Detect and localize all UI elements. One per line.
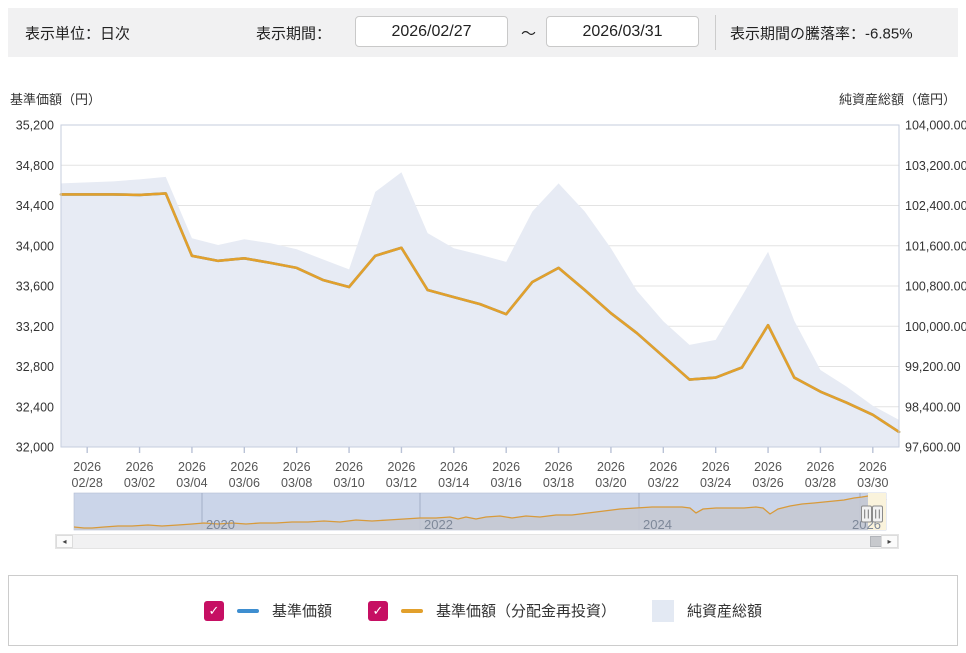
navigator-line [73,495,887,529]
check-icon: ✓ [208,602,220,618]
svg-text:2026: 2026 [388,460,416,474]
svg-text:03/18: 03/18 [543,476,574,490]
period-tilde: ～ [521,25,537,42]
svg-text:2026: 2026 [126,460,154,474]
svg-text:2026: 2026 [545,460,573,474]
svg-text:2026: 2026 [230,460,258,474]
plot-border [60,124,900,448]
period-change-rate: 表示期間の騰落率：-6.85% [730,25,913,42]
svg-text:03/06: 03/06 [229,476,260,490]
svg-text:03/04: 03/04 [176,476,207,490]
net-assets-swatch [652,599,674,622]
navigator[interactable]: 2020 2022 2024 2026 [73,492,887,532]
svg-text:33,600: 33,600 [16,280,54,294]
svg-text:32,000: 32,000 [16,441,54,455]
reinvest-checkbox[interactable]: ✓ [367,600,388,621]
svg-text:03/08: 03/08 [281,476,312,490]
net-assets-area [61,172,899,447]
svg-text:02/28: 02/28 [72,476,103,490]
svg-text:2026: 2026 [807,460,835,474]
svg-text:34,400: 34,400 [16,199,54,213]
display-period-label: 表示期間： [256,25,332,42]
svg-text:2026: 2026 [859,460,887,474]
display-settings-bar: 表示単位：日次 表示期間： ～ 表示期間の騰落率：-6.85% [8,8,958,57]
navigator-handle-right[interactable] [872,505,883,523]
svg-text:2026: 2026 [702,460,730,474]
legend-label-price: 基準価額 [271,603,332,620]
legend-item-reinvest: ✓ 基準価額（分配金再投資） [367,600,616,621]
svg-text:03/20: 03/20 [595,476,626,490]
legend-label-net-assets: 純資産総額 [687,603,763,620]
navigator-scrollbar[interactable]: ◂ ▸ [55,534,899,549]
svg-text:03/30: 03/30 [857,476,888,490]
svg-text:03/16: 03/16 [491,476,522,490]
svg-text:03/26: 03/26 [752,476,783,490]
display-unit-label: 表示単位：日次 [25,25,131,42]
svg-text:32,400: 32,400 [16,400,54,414]
topbar-separator [715,15,716,50]
navigator-area [74,496,886,530]
svg-text:03/12: 03/12 [386,476,417,490]
svg-text:2026: 2026 [649,460,677,474]
legend-item-net-assets: 純資産総額 [652,599,763,622]
svg-text:03/28: 03/28 [805,476,836,490]
legend-row: ✓ 基準価額 ✓ 基準価額（分配金再投資） 純資産総額 [9,576,957,645]
svg-text:34,000: 34,000 [16,239,54,253]
svg-text:2026: 2026 [73,460,101,474]
svg-text:104,000.00: 104,000.00 [905,119,966,133]
svg-text:2026: 2026 [440,460,468,474]
price-reinvest-line [59,192,901,434]
reinvest-line-swatch [400,608,423,613]
check-icon: ✓ [372,602,384,618]
svg-text:2026: 2026 [283,460,311,474]
svg-text:2024: 2024 [643,517,672,532]
right-axis-title: 純資産総額（億円） [838,92,956,107]
svg-text:100,800.00: 100,800.00 [905,280,966,294]
period-end-input[interactable] [546,16,699,47]
period-start-input[interactable] [355,16,508,47]
svg-text:103,200.00: 103,200.00 [905,159,966,173]
svg-text:2026: 2026 [754,460,782,474]
svg-text:35,200: 35,200 [16,119,54,133]
x-axis-labels: 2026 02/28 2026 03/02 2026 03/04 2026 03/06 2026… [72,447,889,490]
legend-item-price: ✓ 基準価額 [203,600,332,621]
svg-text:2020: 2020 [206,517,235,532]
svg-text:33,200: 33,200 [16,320,54,334]
price-line-swatch [236,608,259,613]
scroll-right-button[interactable]: ▸ [881,535,898,548]
svg-text:99,200.00: 99,200.00 [905,360,961,374]
svg-text:2026: 2026 [335,460,363,474]
svg-text:2026: 2026 [492,460,520,474]
svg-text:03/02: 03/02 [124,476,155,490]
svg-text:32,800: 32,800 [16,360,54,374]
svg-text:97,600.00: 97,600.00 [905,441,961,455]
legend-label-reinvest: 基準価額（分配金再投資） [435,603,616,620]
svg-text:2026: 2026 [597,460,625,474]
svg-text:03/22: 03/22 [648,476,679,490]
left-axis-title: 基準価額（円） [10,92,102,107]
price-checkbox[interactable]: ✓ [203,600,224,621]
scroll-left-icon: ◂ [62,536,67,546]
navigator-handle-left[interactable] [861,505,872,523]
svg-text:03/24: 03/24 [700,476,731,490]
y-axis-left-labels: 35,200 34,800 34,400 34,000 33,600 33,200 32,8… [16,119,54,455]
svg-text:102,400.00: 102,400.00 [905,199,966,213]
svg-text:98,400.00: 98,400.00 [905,400,961,414]
svg-text:2022: 2022 [424,517,453,532]
svg-text:03/14: 03/14 [438,476,469,490]
legend-box: ✓ 基準価額 ✓ 基準価額（分配金再投資） 純資産総額 [8,575,958,646]
scroll-left-button[interactable]: ◂ [56,535,73,548]
svg-text:34,800: 34,800 [16,159,54,173]
svg-text:101,600.00: 101,600.00 [905,239,966,253]
y-axis-right-labels: 104,000.00 103,200.00 102,400.00 101,600.00… [905,119,966,455]
svg-text:100,000.00: 100,000.00 [905,320,966,334]
scroll-right-icon: ▸ [887,536,892,546]
svg-text:03/10: 03/10 [333,476,364,490]
svg-text:2026: 2026 [178,460,206,474]
